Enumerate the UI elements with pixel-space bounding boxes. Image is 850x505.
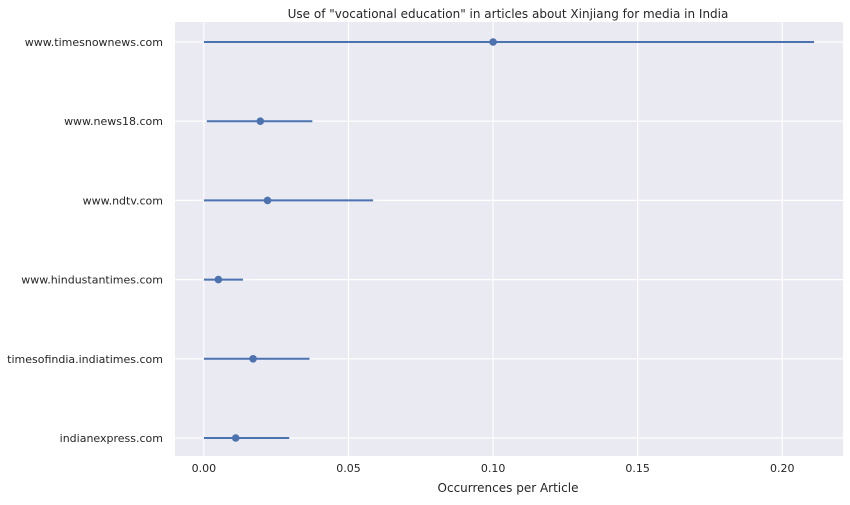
x-tick-label: 0.00 [192, 462, 217, 475]
x-tick-label: 0.20 [770, 462, 795, 475]
y-tick-label: www.timesnownews.com [25, 36, 163, 49]
data-point [256, 117, 265, 125]
chart-title: Use of "vocational education" in article… [288, 7, 729, 21]
data-point [231, 434, 240, 442]
x-tick-label: 0.05 [336, 462, 361, 475]
y-tick-labels: www.timesnownews.com www.news18.com www.nd… [7, 36, 163, 445]
data-point [263, 196, 272, 205]
y-tick-label: www.ndtv.com [83, 194, 163, 207]
x-axis-label: Occurrences per Article [438, 481, 579, 495]
plot-area [175, 22, 843, 456]
data-point [489, 38, 497, 46]
y-tick-label: timesofindia.indiatimes.com [7, 353, 163, 366]
y-tick-label: www.hindustantimes.com [21, 274, 163, 287]
data-point [249, 355, 257, 363]
data-series [203, 38, 815, 442]
data-point [214, 275, 223, 284]
y-tick-label: www.news18.com [64, 115, 163, 128]
x-tick-label: 0.15 [625, 462, 650, 475]
x-tick-label: 0.10 [481, 462, 506, 475]
y-tick-label: indianexpress.com [60, 432, 163, 445]
x-tick-labels: 0.00 0.05 0.10 0.15 0.20 [192, 462, 795, 475]
